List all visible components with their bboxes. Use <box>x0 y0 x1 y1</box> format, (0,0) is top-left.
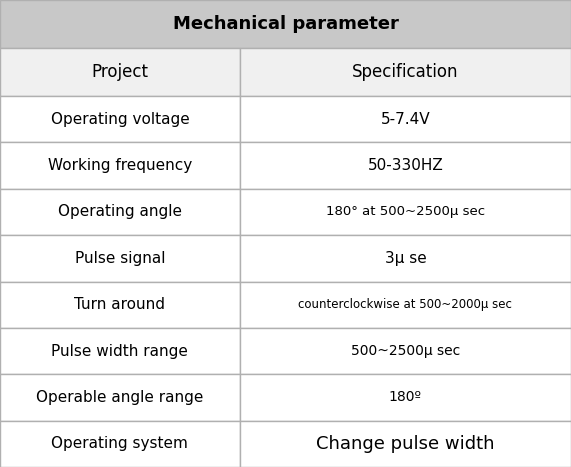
Text: 50-330HZ: 50-330HZ <box>368 158 443 173</box>
Bar <box>0 96 240 142</box>
Bar <box>0 142 240 189</box>
Text: Operating voltage: Operating voltage <box>51 112 189 127</box>
Bar <box>240 189 571 235</box>
Text: Operable angle range: Operable angle range <box>36 390 204 405</box>
Bar <box>240 421 571 467</box>
Text: Operating system: Operating system <box>51 436 188 451</box>
Bar <box>240 96 571 142</box>
Bar <box>0 235 240 282</box>
Text: 500~2500μ sec: 500~2500μ sec <box>351 344 460 358</box>
Text: Change pulse width: Change pulse width <box>316 435 494 453</box>
Text: Specification: Specification <box>352 63 459 81</box>
Bar <box>240 328 571 374</box>
Text: Pulse signal: Pulse signal <box>75 251 165 266</box>
Bar <box>0 0 571 48</box>
Bar <box>0 421 240 467</box>
Bar <box>0 189 240 235</box>
Text: Pulse width range: Pulse width range <box>51 344 188 359</box>
Bar <box>240 235 571 282</box>
Bar <box>240 374 571 421</box>
Text: Project: Project <box>91 63 148 81</box>
Text: counterclockwise at 500~2000μ sec: counterclockwise at 500~2000μ sec <box>299 298 512 311</box>
Text: Operating angle: Operating angle <box>58 205 182 219</box>
Text: Turn around: Turn around <box>74 297 166 312</box>
Bar <box>240 142 571 189</box>
Bar <box>0 282 240 328</box>
Text: Working frequency: Working frequency <box>48 158 192 173</box>
Text: Mechanical parameter: Mechanical parameter <box>172 15 399 33</box>
Text: 5-7.4V: 5-7.4V <box>381 112 430 127</box>
Bar <box>240 282 571 328</box>
Text: 180° at 500~2500μ sec: 180° at 500~2500μ sec <box>326 205 485 219</box>
Text: 3μ se: 3μ se <box>384 251 427 266</box>
Bar <box>0 48 240 96</box>
Bar <box>0 328 240 374</box>
Bar <box>0 374 240 421</box>
Text: 180º: 180º <box>389 390 422 404</box>
Bar <box>240 48 571 96</box>
